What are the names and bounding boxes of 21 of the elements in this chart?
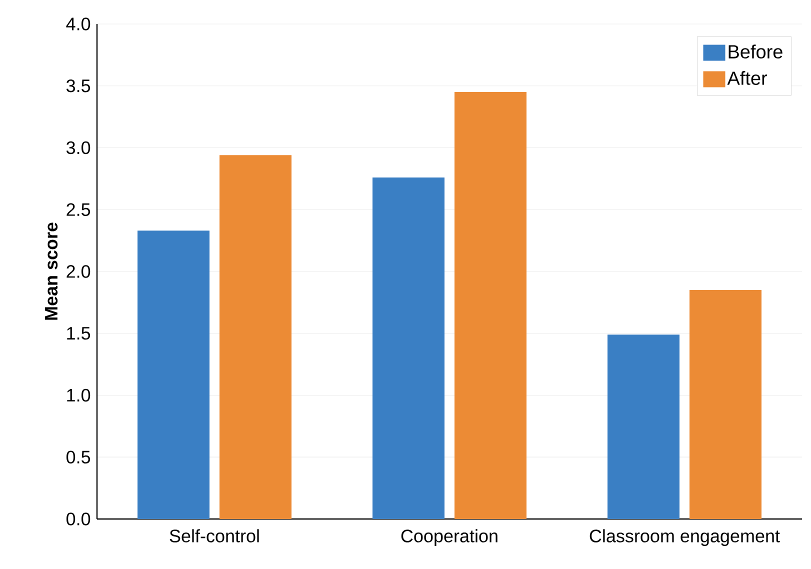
bar: [608, 334, 680, 519]
y-tick-label: 3.0: [66, 141, 90, 154]
bar: [372, 177, 445, 519]
y-tick-label: 4.0: [66, 18, 90, 30]
bar: [690, 290, 762, 519]
bar: [138, 230, 210, 519]
x-tick-label: Self-control: [170, 529, 259, 542]
legend-label: After: [727, 71, 768, 85]
x-tick-label: Cooperation: [401, 529, 498, 546]
y-axis-title: Mean score: [45, 222, 58, 320]
y-tick-label: 0.5: [66, 450, 90, 464]
y-tick-label: 2.5: [66, 203, 90, 216]
x-tick-label: Classroom engagement: [590, 529, 780, 546]
bar: [220, 155, 292, 519]
legend-label: Before: [728, 44, 782, 58]
y-tick-label: 2.0: [66, 265, 90, 278]
y-tick-label: 3.5: [66, 79, 90, 92]
y-tick-label: 0.0: [66, 512, 90, 526]
y-tick-label: 1.0: [67, 388, 90, 402]
y-tick-label: 1.5: [67, 327, 90, 340]
bar: [454, 92, 527, 519]
